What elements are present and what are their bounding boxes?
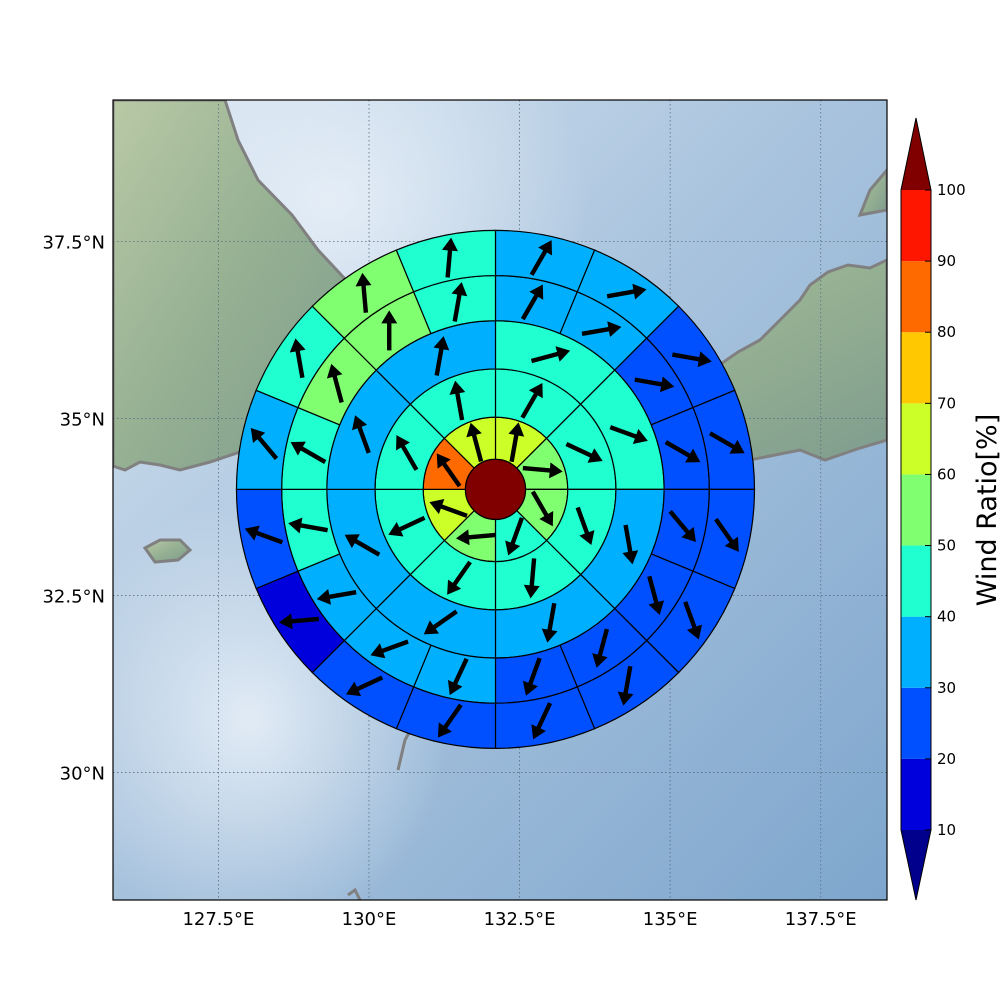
latitude-tick-label: 35°N xyxy=(60,410,105,431)
wind-arrow xyxy=(388,515,426,537)
wind-arrow xyxy=(671,351,712,368)
colorbar-segment xyxy=(901,687,931,759)
colorbar-segment xyxy=(901,474,931,546)
colorbar-over-extension xyxy=(901,118,931,190)
wind-arrow xyxy=(442,237,458,278)
wind-arrow xyxy=(664,440,701,463)
colorbar-tick-label: 20 xyxy=(937,750,956,768)
land-jeju xyxy=(142,538,193,564)
wind-arrow xyxy=(522,657,542,696)
longitude-tick-label: 127.5°E xyxy=(182,909,254,930)
wind-arrow xyxy=(396,435,419,471)
latitude-tick-label: 32.5°N xyxy=(42,587,105,608)
wind-arrow xyxy=(575,506,595,546)
wind-arrow xyxy=(522,462,563,479)
wind-arrow xyxy=(647,575,665,615)
wind-arrow xyxy=(634,376,675,393)
wind-arrow xyxy=(344,534,381,557)
wind-ratio-cell xyxy=(395,229,497,293)
wind-arrow xyxy=(316,588,357,605)
wind-arrow xyxy=(278,613,320,630)
wind-arrow xyxy=(244,525,284,545)
colorbar-segment xyxy=(901,190,931,262)
longitude-tick-label: 135°E xyxy=(643,909,698,930)
colorbar-segment xyxy=(901,332,931,404)
colorbar-segment xyxy=(901,758,931,830)
map-axes: 127.5°E 130°E 132.5°E 135°E 137.5°E 30°N 32.5… xyxy=(42,99,888,930)
latitude-tick-label: 30°N xyxy=(60,764,105,785)
colorbar-segment xyxy=(901,261,931,333)
colorbar-label: Wind Ratio[%] xyxy=(972,414,1000,606)
wind-arrow xyxy=(346,675,384,697)
wind-arrow xyxy=(455,529,497,546)
longitude-ticks: 127.5°E 130°E 132.5°E 135°E 137.5°E xyxy=(182,909,856,930)
land-north-japan xyxy=(857,167,887,217)
colorbar-tick-label: 80 xyxy=(937,323,956,341)
wind-arrow xyxy=(447,657,469,696)
wind-arrow xyxy=(520,284,544,321)
colorbar-segment xyxy=(901,616,931,688)
wind-arrow xyxy=(529,240,553,276)
wind-arrow xyxy=(508,422,525,463)
latitude-tick-label: 37.5°N xyxy=(42,233,105,254)
wind-arrow xyxy=(530,490,554,527)
wind-arrow xyxy=(714,517,739,552)
colorbar: 10 20 30 40 50 60 70 80 90 100 xyxy=(900,117,966,901)
wind-arrow xyxy=(289,338,306,379)
colorbar-tick-label: 90 xyxy=(937,252,956,270)
longitude-tick-label: 130°E xyxy=(342,909,397,930)
colorbar-tick-label: 100 xyxy=(937,181,966,199)
wind-arrow xyxy=(531,702,553,740)
wind-arrow xyxy=(447,560,472,595)
colorbar-tick-label: 70 xyxy=(937,394,956,412)
wind-arrow xyxy=(520,383,543,419)
wind-arrow xyxy=(708,431,745,454)
wind-arrow xyxy=(683,601,702,640)
wind-direction-arrows xyxy=(244,237,745,740)
colorbar-tick-label: 30 xyxy=(937,679,956,697)
wind-arrow xyxy=(609,425,648,444)
colorbar-segment xyxy=(901,403,931,475)
colorbar-segment xyxy=(901,545,931,617)
map-frame xyxy=(112,99,888,901)
wind-arrow xyxy=(381,310,398,351)
colorbar-tick-label: 10 xyxy=(937,821,956,839)
colorbar-tick-label: 50 xyxy=(937,537,956,555)
wind-arrow xyxy=(250,427,279,460)
wind-ratio-cells xyxy=(235,229,756,749)
wind-arrow xyxy=(617,665,634,706)
wind-arrow xyxy=(370,639,409,659)
wind-arrow xyxy=(449,380,466,421)
wind-arrow xyxy=(423,609,458,635)
wind-arrow xyxy=(290,441,327,464)
wind-arrow xyxy=(592,628,610,668)
wind-arrow xyxy=(523,558,540,599)
latitude-ticks: 30°N 32.5°N 35°N 37.5°N xyxy=(42,233,105,785)
wind-arrow xyxy=(433,336,450,376)
wind-arrow xyxy=(541,602,558,643)
wind-arrow xyxy=(355,272,372,313)
wind-arrow xyxy=(288,517,328,534)
longitude-tick-label: 132.5°E xyxy=(484,909,556,930)
wind-arrow xyxy=(668,509,696,543)
wind-arrow xyxy=(581,321,622,338)
wind-arrow xyxy=(565,442,603,463)
wind-arrow xyxy=(622,524,639,565)
wind-arrow xyxy=(606,283,647,300)
wind-arrow xyxy=(437,703,463,738)
wind-arrow xyxy=(466,422,484,462)
wind-arrow xyxy=(451,282,468,322)
colorbar-under-extension xyxy=(901,830,931,900)
wind-arrow xyxy=(530,346,571,364)
wind-arrow xyxy=(436,453,462,488)
colorbar-tick-label: 60 xyxy=(937,465,956,483)
wind-arrow xyxy=(429,499,468,518)
longitude-tick-label: 137.5°E xyxy=(785,909,857,930)
wind-arrow xyxy=(505,517,524,556)
colorbar-tick-label: 40 xyxy=(937,608,956,626)
island xyxy=(347,887,362,900)
wind-arrow xyxy=(352,415,371,454)
wind-arrow xyxy=(326,363,344,404)
